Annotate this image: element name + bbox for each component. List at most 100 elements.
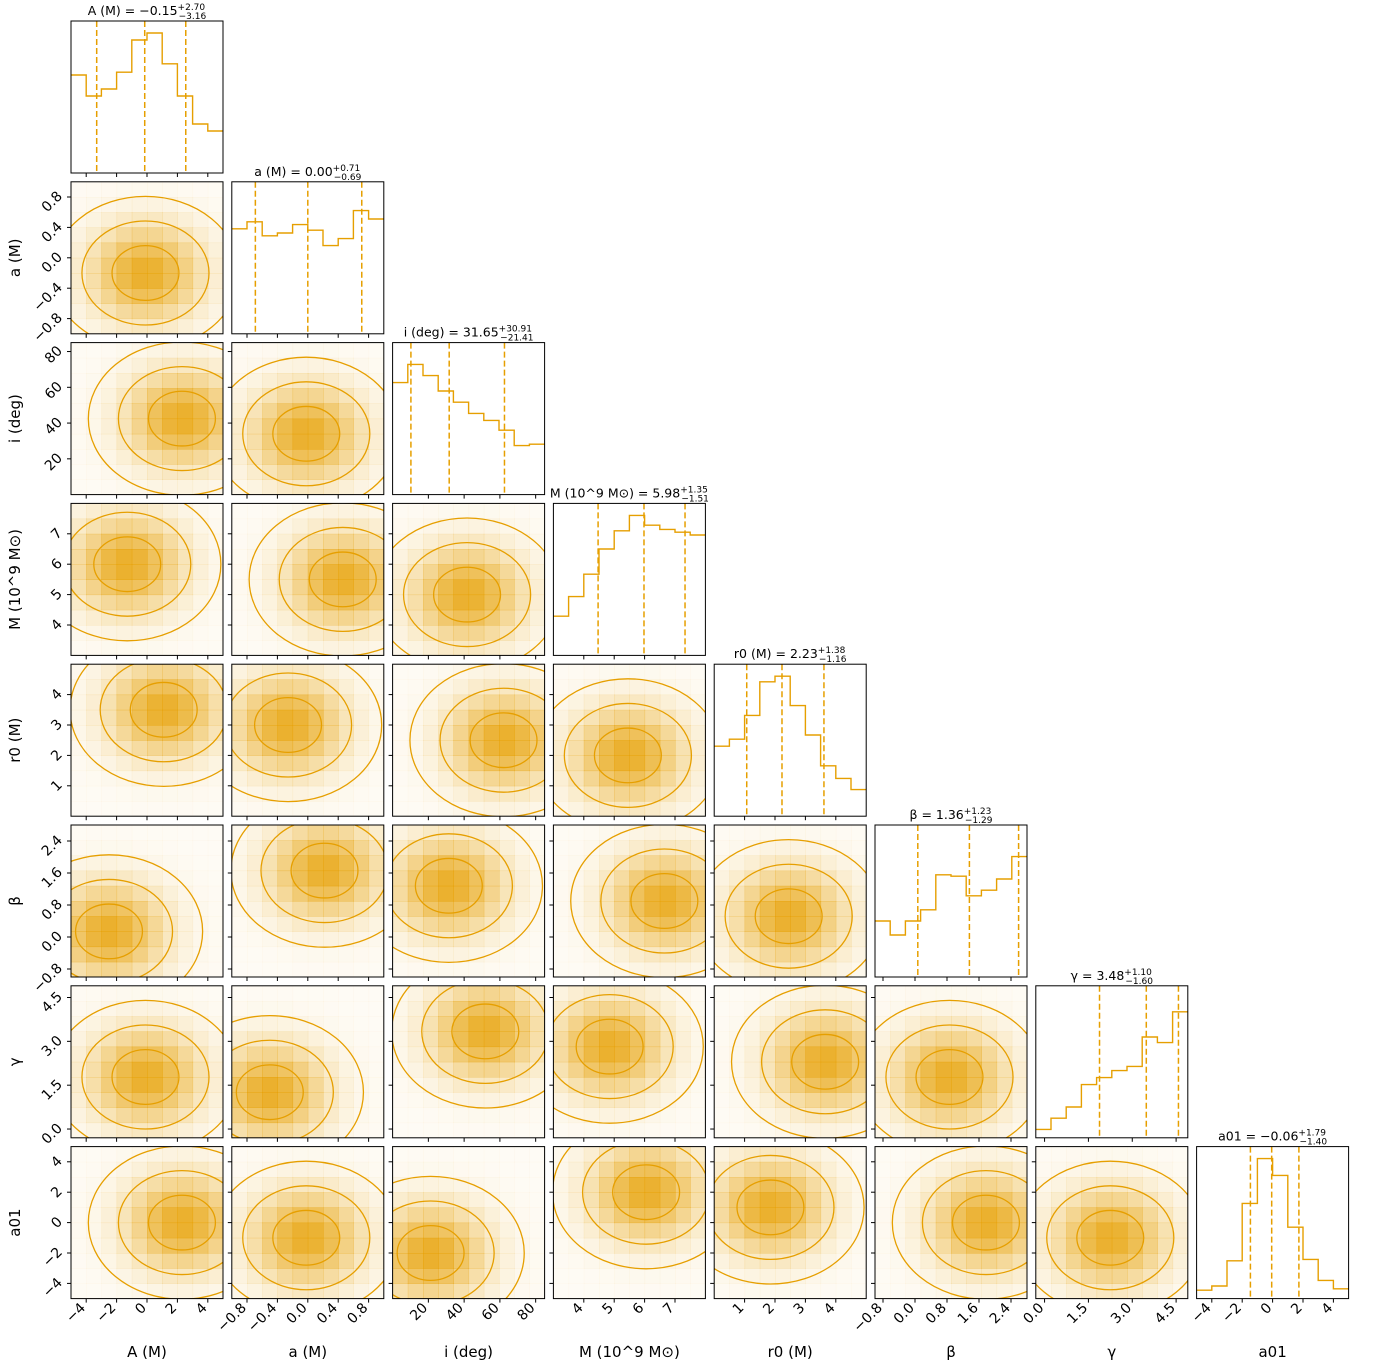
density-cell <box>71 755 87 772</box>
density-cell <box>875 1092 891 1108</box>
density-cell <box>86 725 102 741</box>
y-tick-label-i: 40 <box>42 415 66 439</box>
density-cell <box>423 709 439 726</box>
density-cell <box>147 855 163 872</box>
density-cell <box>292 1283 309 1300</box>
density-cell <box>468 1122 485 1139</box>
density-cell <box>101 403 118 420</box>
density-cell <box>835 1283 852 1300</box>
density-cell <box>307 1161 324 1178</box>
density-cell <box>905 1061 922 1078</box>
density-cell <box>86 479 102 496</box>
density-cell <box>468 1092 485 1108</box>
density-cell <box>568 916 585 932</box>
density-cell <box>368 1107 385 1124</box>
density-cell <box>71 1077 87 1093</box>
density-cell <box>231 870 248 887</box>
density-cell <box>583 1207 600 1224</box>
density-cell <box>583 755 600 772</box>
density-cell <box>207 1207 224 1224</box>
density-cell <box>553 916 570 932</box>
density-cell <box>438 770 454 787</box>
density-cell <box>162 242 178 259</box>
density-cell <box>207 1061 224 1078</box>
density-cell <box>116 479 133 496</box>
density-cell <box>468 625 485 641</box>
density-cell <box>599 1237 615 1254</box>
density-cell <box>407 1146 424 1163</box>
density-cell <box>675 740 691 756</box>
density-cell <box>162 1268 178 1284</box>
density-cell <box>790 1237 806 1254</box>
density-cell <box>759 1107 776 1124</box>
density-cell <box>307 916 324 932</box>
density-cell <box>323 1122 339 1139</box>
contour-line <box>231 1014 365 1138</box>
density-cell <box>775 1046 791 1063</box>
density-cell <box>162 825 178 841</box>
density-cell <box>820 1031 837 1048</box>
density-cell <box>514 1001 530 1017</box>
density-cell <box>966 1283 982 1300</box>
density-cell <box>483 1061 500 1078</box>
density-cell <box>1051 1237 1067 1254</box>
density-cell <box>338 985 354 1002</box>
density-cell <box>1051 1222 1067 1239</box>
density-cell <box>338 1146 354 1163</box>
density-cell <box>131 1107 148 1124</box>
density-cell <box>981 1077 998 1093</box>
density-cell <box>147 549 163 565</box>
density-cell <box>453 1207 470 1224</box>
y-tick-label-gamma: 0.0 <box>39 1121 66 1148</box>
density-cell <box>101 870 118 887</box>
density-cell <box>86 1253 102 1269</box>
density-cell <box>247 1122 263 1139</box>
density-cell <box>192 1283 209 1300</box>
density-cell <box>981 1122 998 1139</box>
density-cell <box>207 664 224 680</box>
density-cell <box>659 1207 676 1224</box>
density-cell <box>71 609 87 626</box>
density-cell <box>875 1268 891 1284</box>
density-cell <box>101 549 118 565</box>
density-cell <box>116 1122 133 1139</box>
density-cell <box>247 840 263 856</box>
density-cell <box>277 1177 294 1193</box>
density-cell <box>529 1177 546 1193</box>
density-cell <box>392 870 409 887</box>
density-cell <box>514 1207 530 1224</box>
density-cell <box>423 549 439 565</box>
density-cell <box>207 464 224 480</box>
density-cell <box>262 1122 278 1139</box>
density-cell <box>207 1161 224 1178</box>
density-cell <box>514 1192 530 1208</box>
density-cell <box>231 1268 248 1284</box>
density-cell <box>71 1177 87 1193</box>
density-cell <box>553 1001 570 1017</box>
contour-line <box>1035 1160 1188 1299</box>
density-cell <box>423 985 439 1002</box>
density-cell <box>353 433 370 450</box>
density-cell <box>714 1107 730 1124</box>
density-cell <box>644 1268 661 1284</box>
density-cell <box>101 1207 118 1224</box>
density-cell <box>292 709 309 726</box>
density-cell <box>162 1192 178 1208</box>
density-cell <box>353 1001 370 1017</box>
y-tick-label-i: 20 <box>42 450 66 474</box>
density-cell <box>162 1061 178 1078</box>
density-cell <box>231 931 248 948</box>
x-tick-label-a: −0.4 <box>245 1300 280 1335</box>
density-cell <box>177 342 194 359</box>
density-cell <box>392 855 409 872</box>
density-cell <box>1066 1222 1082 1239</box>
density-cell <box>323 664 339 680</box>
density-cell <box>920 1092 937 1108</box>
density-cell <box>116 755 133 772</box>
contour-line <box>392 825 544 964</box>
density-cell <box>599 1001 615 1017</box>
density-cell <box>292 464 309 480</box>
density-cell <box>71 801 87 817</box>
density-cell <box>729 1016 746 1032</box>
density-cell <box>499 533 515 550</box>
